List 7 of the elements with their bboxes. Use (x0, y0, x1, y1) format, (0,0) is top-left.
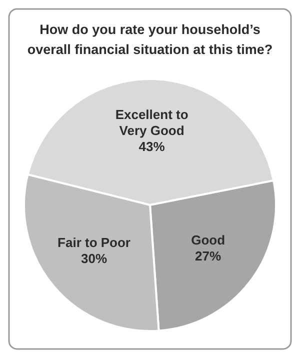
data-label: 43% (138, 139, 166, 154)
data-label: 30% (81, 251, 108, 266)
slice-label: Excellent to Very Good (115, 107, 188, 138)
slice-label: Good (191, 232, 226, 248)
chart-title: How do you rate your household’s overall financial situation at this time? (27, 22, 273, 57)
data-label: 27% (195, 248, 222, 264)
slice-label: Fair to Poor (58, 235, 130, 250)
